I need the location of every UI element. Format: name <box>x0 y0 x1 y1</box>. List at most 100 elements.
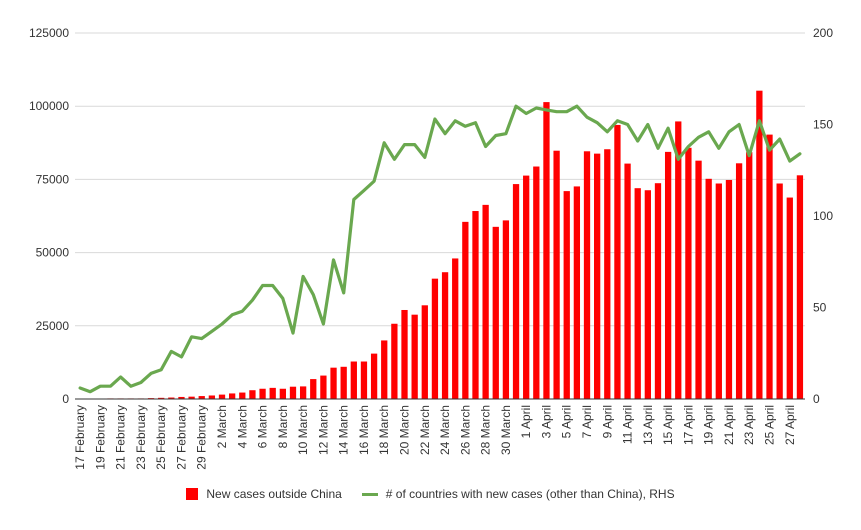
bar <box>391 323 398 399</box>
bar <box>198 396 205 399</box>
x-tick-label: 1 April <box>519 405 533 438</box>
x-axis-ticks: 17 February 19 February 21 February 23 Febr… <box>73 405 797 470</box>
bar <box>472 211 479 399</box>
bar <box>776 183 783 399</box>
x-tick-label: 29 February <box>195 405 209 470</box>
bar <box>340 366 347 399</box>
x-tick-label: 9 April <box>600 405 614 438</box>
x-tick-label: 15 April <box>661 405 675 445</box>
y-tick-label-left: 0 <box>62 392 69 406</box>
legend-item-countries: # of countries with new cases (other tha… <box>361 487 675 501</box>
bar <box>269 387 276 399</box>
bar <box>746 152 753 399</box>
bar <box>715 183 722 399</box>
x-tick-label: 22 March <box>418 405 432 455</box>
x-tick-label: 14 March <box>337 405 351 455</box>
bar <box>431 278 439 399</box>
x-tick-label: 25 April <box>763 405 777 445</box>
y-tick-label-right: 50 <box>813 301 827 315</box>
bar <box>401 309 408 399</box>
x-tick-label: 23 February <box>134 405 148 470</box>
x-tick-label: 30 March <box>499 405 513 455</box>
x-tick-label: 2 March <box>215 405 229 448</box>
bar <box>452 258 459 399</box>
bar <box>796 175 804 399</box>
x-tick-label: 7 April <box>580 405 594 438</box>
bar <box>543 102 550 399</box>
bar <box>229 393 236 399</box>
bar <box>573 186 581 399</box>
x-tick-label: 3 April <box>539 405 553 438</box>
x-tick-label: 26 March <box>458 405 472 455</box>
x-tick-label: 23 April <box>742 405 756 445</box>
bar <box>299 386 307 399</box>
bar <box>320 375 327 399</box>
x-tick-label: 21 April <box>722 405 736 445</box>
x-tick-label: 16 March <box>357 405 371 455</box>
bar <box>218 394 226 399</box>
bar <box>239 392 246 399</box>
bar <box>654 183 662 399</box>
y-tick-label-left: 125000 <box>29 26 69 40</box>
bar <box>644 190 651 399</box>
x-tick-label: 17 February <box>73 405 87 470</box>
legend-label-countries: # of countries with new cases (other tha… <box>385 487 675 501</box>
bar <box>634 188 641 399</box>
bar <box>675 121 682 399</box>
x-tick-label: 10 March <box>296 405 310 455</box>
bar <box>482 204 489 399</box>
bar <box>178 396 185 399</box>
legend-swatch-line <box>361 492 378 496</box>
y-tick-label-right: 100 <box>813 209 833 223</box>
bar <box>249 390 256 399</box>
x-tick-label: 27 February <box>174 405 188 470</box>
bar <box>553 150 560 399</box>
x-tick-label: 20 March <box>398 405 412 455</box>
x-tick-label: 13 April <box>641 405 655 445</box>
bar <box>664 151 672 399</box>
bar <box>594 153 601 399</box>
bar <box>462 221 469 399</box>
y-tick-label-right: 200 <box>813 26 833 40</box>
bar <box>604 149 611 399</box>
bar <box>533 166 540 399</box>
bar <box>695 160 702 399</box>
y-tick-label-right: 0 <box>813 392 820 406</box>
bar <box>756 90 763 399</box>
y-tick-label-left: 25000 <box>36 319 70 333</box>
x-tick-label: 25 February <box>154 405 168 470</box>
bar <box>330 367 337 399</box>
bar-series-new-cases <box>76 90 804 399</box>
bar <box>523 175 530 399</box>
bar <box>381 340 388 399</box>
bar <box>563 191 570 399</box>
legend-item-new-cases: New cases outside China <box>186 487 342 501</box>
bar <box>441 272 449 399</box>
y-tick-label-left: 50000 <box>36 246 70 260</box>
x-tick-label: 27 April <box>783 405 797 445</box>
x-tick-label: 4 March <box>235 405 249 448</box>
bar <box>786 197 793 399</box>
bar <box>208 395 216 399</box>
bar <box>512 184 520 399</box>
x-tick-label: 19 February <box>93 405 107 470</box>
bar <box>735 163 743 399</box>
left-axis-ticks: 0 25000 50000 75000 100000 125000 <box>29 26 69 406</box>
y-tick-label-left: 100000 <box>29 99 69 113</box>
x-tick-label: 24 March <box>438 405 452 455</box>
bar <box>614 124 621 399</box>
bar <box>168 397 175 399</box>
bar <box>370 353 378 399</box>
x-tick-label: 5 April <box>560 405 574 438</box>
bar <box>259 388 266 399</box>
legend-label-new-cases: New cases outside China <box>206 487 342 501</box>
right-axis-ticks: 0 50 100 150 200 <box>813 26 833 406</box>
x-tick-label: 11 April <box>621 405 635 444</box>
bar <box>350 361 357 399</box>
legend-swatch-bar <box>186 488 199 500</box>
bar <box>492 226 499 399</box>
bar <box>360 361 368 399</box>
x-tick-label: 6 March <box>256 405 270 448</box>
legend: New cases outside China # of countries w… <box>0 487 861 501</box>
